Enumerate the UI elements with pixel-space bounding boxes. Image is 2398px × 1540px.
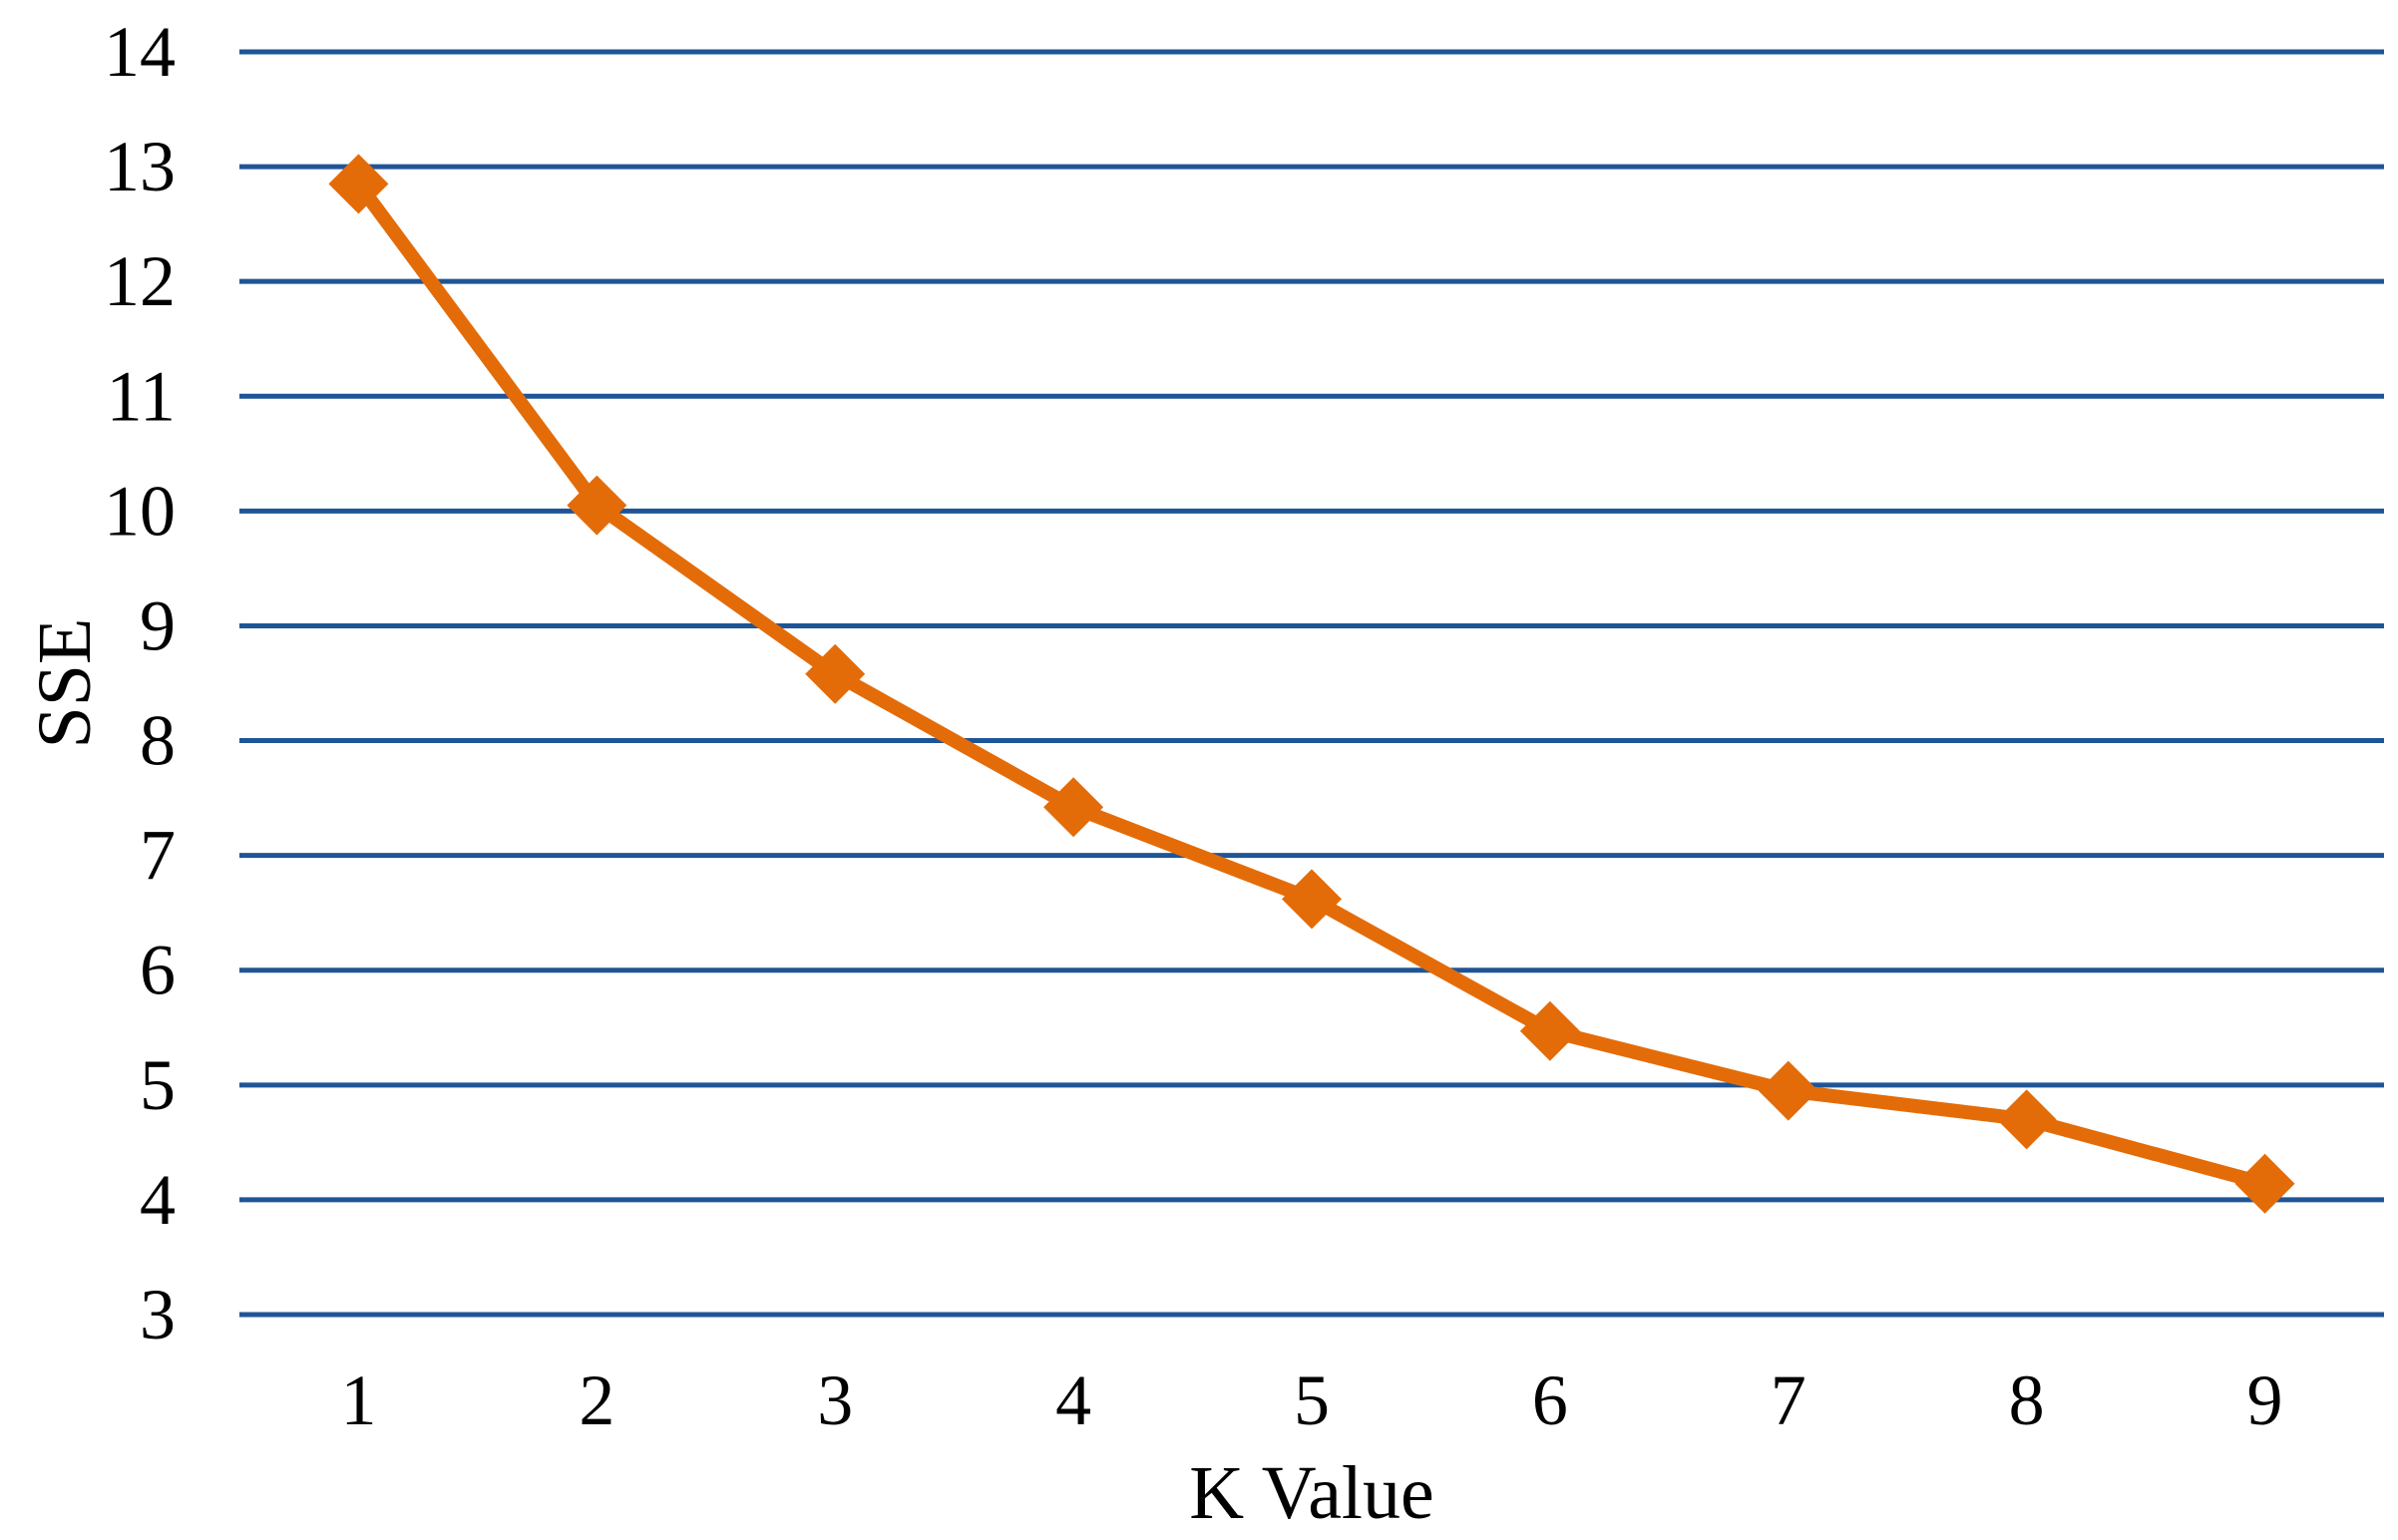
data-point-marker: [567, 475, 627, 536]
y-tick-label: 12: [104, 241, 176, 321]
y-tick-label: 3: [140, 1275, 176, 1354]
y-tick-label: 10: [104, 471, 176, 551]
x-tick-label: 9: [2247, 1360, 2283, 1440]
x-tick-label: 4: [1055, 1360, 1091, 1440]
data-point-marker: [1519, 1000, 1580, 1061]
y-tick-label: 9: [140, 585, 176, 665]
y-tick-label: 13: [104, 127, 176, 206]
data-point-marker: [1996, 1089, 2057, 1150]
data-point-marker: [1043, 777, 1104, 838]
x-tick-label: 6: [1532, 1360, 1568, 1440]
y-tick-label: 14: [104, 12, 176, 92]
gridlines: [239, 49, 2384, 1318]
data-point-marker: [328, 154, 389, 214]
x-tick-label: 8: [2009, 1360, 2045, 1440]
data-point-marker: [1758, 1060, 1818, 1121]
y-axis-tick-labels: 3 4 5 6 7 8 9 10 11 12 13 14: [104, 12, 176, 1354]
x-tick-label: 1: [340, 1360, 376, 1440]
x-axis-tick-labels: 1 2 3 4 5 6 7 8 9: [340, 1360, 2282, 1440]
sse-series-line: [351, 177, 2272, 1191]
data-point-marker: [805, 643, 866, 704]
x-tick-label: 5: [1294, 1360, 1330, 1440]
y-tick-label: 4: [140, 1160, 176, 1240]
x-axis-title: K Value: [1189, 1451, 1434, 1535]
y-tick-label: 8: [140, 701, 176, 781]
x-tick-label: 2: [579, 1360, 614, 1440]
y-tick-label: 6: [140, 931, 176, 1010]
data-point-marker: [1282, 869, 1342, 930]
data-point-marker: [2234, 1153, 2295, 1214]
x-tick-label: 7: [1771, 1360, 1806, 1440]
x-tick-label: 3: [817, 1360, 853, 1440]
data-point-markers: [328, 154, 2295, 1214]
y-tick-label: 11: [107, 356, 176, 436]
y-axis-title: SSE: [23, 618, 107, 749]
y-tick-label: 7: [140, 816, 176, 896]
y-tick-label: 5: [140, 1045, 176, 1125]
